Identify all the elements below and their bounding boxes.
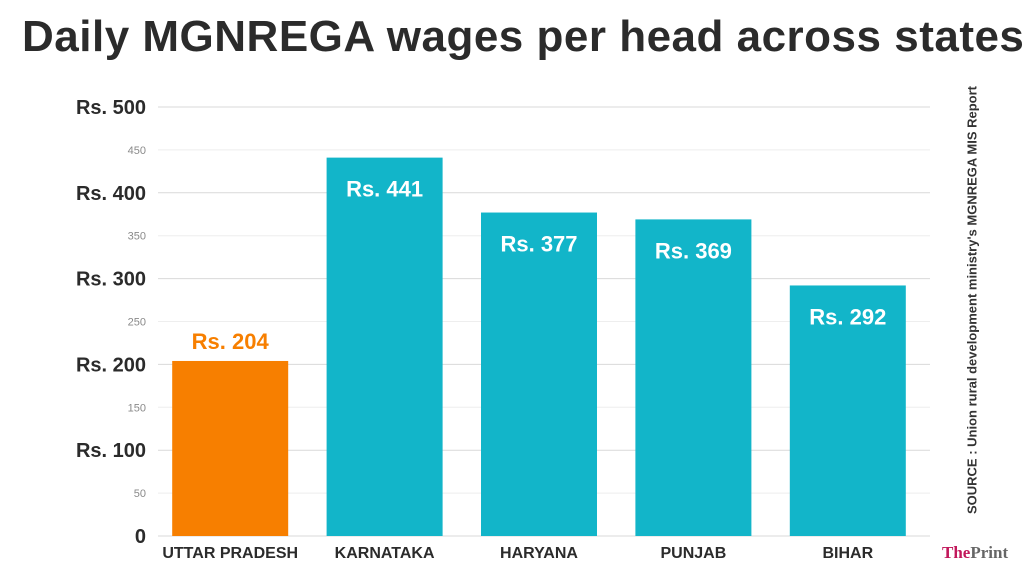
y-tick-label-major: Rs. 300 [76,269,146,291]
logo-part-the: The [942,543,971,562]
x-axis-labels: UTTAR PRADESH KARNATAKA HARYANA PUNJAB BIHAR [162,545,873,562]
data-label: Rs. 441 [346,177,423,202]
y-tick-label-minor: 50 [134,488,146,500]
bar-uttar-pradesh [172,360,289,536]
x-tick-label: KARNATAKA [335,545,435,562]
y-tick-label-major: Rs. 200 [76,354,146,376]
bar-karnataka [326,157,443,536]
source-note: SOURCE : Union rural development ministr… [964,85,980,515]
y-tick-label-minor: 350 [128,231,146,243]
theprint-logo: ThePrint [942,543,1008,563]
y-tick-label-major: 0 [135,526,146,548]
y-tick-label-major: Rs. 100 [76,440,146,462]
data-label: Rs. 377 [500,232,577,257]
y-tick-label-minor: 150 [128,402,146,414]
bars [172,157,906,536]
data-labels: Rs. 204 Rs. 441 Rs. 377 Rs. 369 Rs. 292 [192,177,887,354]
x-tick-label: UTTAR PRADESH [162,545,298,562]
x-tick-label: PUNJAB [661,545,727,562]
y-tick-label-major: Rs. 400 [76,183,146,205]
data-label: Rs. 369 [655,238,732,263]
y-axis-ticks: 0 Rs. 100 Rs. 200 Rs. 300 Rs. 400 Rs. 500 50 15… [76,97,146,548]
x-tick-label: BIHAR [822,545,873,562]
y-tick-label-major: Rs. 500 [76,97,146,119]
x-tick-label: HARYANA [500,545,578,562]
y-tick-label-minor: 250 [128,317,146,329]
data-label: Rs. 204 [192,329,270,354]
bar-punjab [635,219,752,536]
bar-bihar [789,285,906,536]
data-label: Rs. 292 [809,304,886,329]
y-tick-label-minor: 450 [128,145,146,157]
chart-title: Daily MGNREGA wages per head across stat… [22,12,1024,61]
logo-part-print: Print [970,543,1009,562]
bar-haryana [481,212,597,536]
